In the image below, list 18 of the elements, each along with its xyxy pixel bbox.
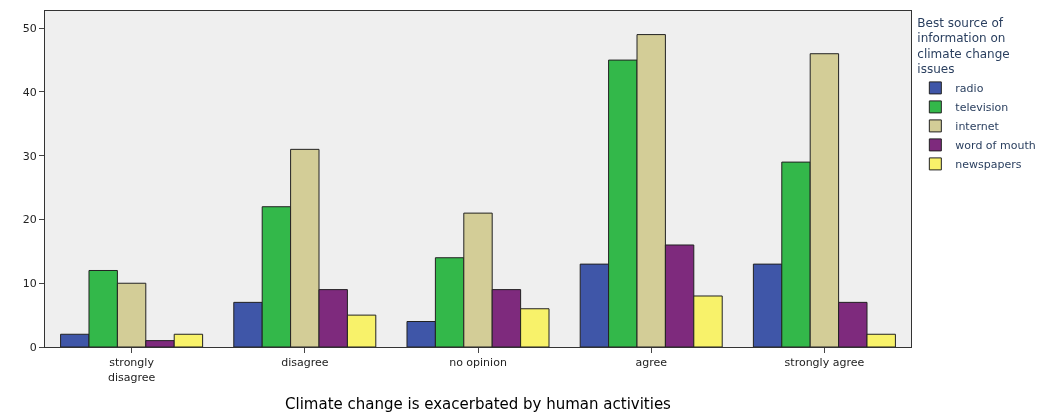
legend-label: radio	[955, 82, 984, 96]
x-tick-label: strongly disagree	[107, 356, 156, 384]
y-tick-label: 0	[29, 340, 37, 354]
y-tick-label: 30	[22, 149, 37, 163]
y-tick-label: 40	[22, 85, 37, 99]
x-axis-title: Climate change is exacerbated by human activities	[285, 394, 672, 413]
y-tick-label: 10	[22, 277, 37, 291]
x-tick-label: disagree	[281, 356, 329, 370]
x-tick-label: strongly agree	[784, 356, 865, 370]
legend-label: newspapers	[955, 158, 1022, 172]
legend-title: Best source of information on climate change issues	[917, 15, 1010, 77]
y-tick-label: 50	[22, 22, 37, 36]
y-tick-label: 20	[22, 213, 37, 227]
legend-label: word of mouth	[955, 139, 1036, 153]
legend-label: internet	[955, 120, 1000, 134]
x-tick-label: no opinion	[449, 356, 507, 370]
legend-label: television	[955, 101, 1009, 115]
x-tick-label: agree	[635, 356, 668, 370]
